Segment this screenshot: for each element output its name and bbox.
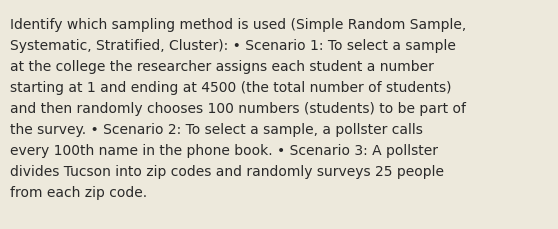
Text: Identify which sampling method is used (Simple Random Sample,: Identify which sampling method is used (… [10,18,466,32]
Text: divides Tucson into zip codes and randomly surveys 25 people: divides Tucson into zip codes and random… [10,164,444,178]
Text: and then randomly chooses 100 numbers (students) to be part of: and then randomly chooses 100 numbers (s… [10,101,466,115]
Text: at the college the researcher assigns each student a number: at the college the researcher assigns ea… [10,60,434,74]
Text: the survey. • Scenario 2: To select a sample, a pollster calls: the survey. • Scenario 2: To select a sa… [10,123,423,136]
Text: Systematic, Stratified, Cluster): • Scenario 1: To select a sample: Systematic, Stratified, Cluster): • Scen… [10,39,456,53]
Text: starting at 1 and ending at 4500 (the total number of students): starting at 1 and ending at 4500 (the to… [10,81,451,95]
Text: every 100th name in the phone book. • Scenario 3: A pollster: every 100th name in the phone book. • Sc… [10,143,438,157]
Text: from each zip code.: from each zip code. [10,185,147,199]
